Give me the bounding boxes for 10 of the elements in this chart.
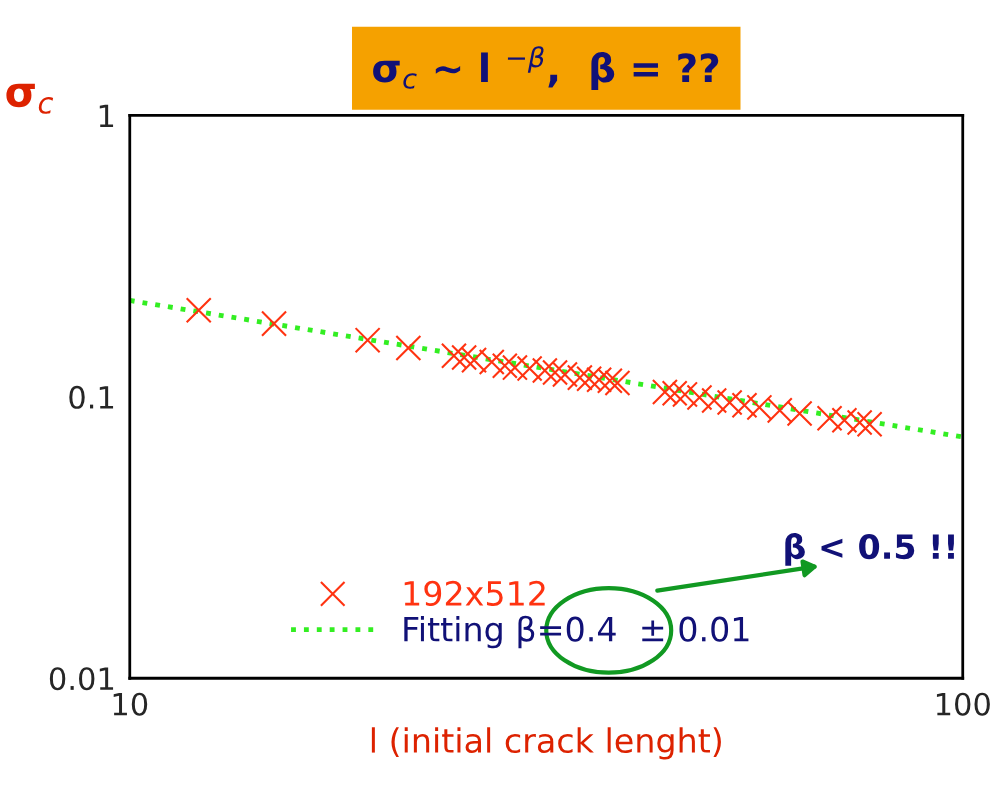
x-tick-label: 10 <box>113 692 148 716</box>
y-axis-title: σ$_{c}$ <box>6 83 54 114</box>
x-axis-title: l (initial crack lenght) <box>371 727 721 760</box>
y-tick-label: 0.1 <box>69 385 114 409</box>
chart-title: σ$_{c}$ ~ l $^{−β}$, β = ?? <box>373 46 719 91</box>
y-tick-label: 1 <box>99 104 114 127</box>
x-tick-label: 100 <box>936 692 990 716</box>
legend-label: 192x512 <box>404 580 545 606</box>
annotation: β < 0.5 !! <box>785 532 954 566</box>
y-tick-label: 0.01 <box>49 667 114 691</box>
